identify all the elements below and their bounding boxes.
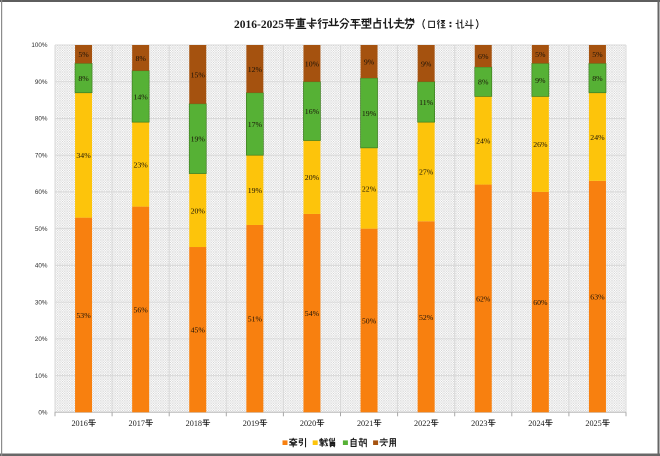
svg-text:12%: 12%: [248, 65, 263, 74]
svg-text:50%: 50%: [362, 316, 377, 325]
svg-text:9%: 9%: [535, 76, 546, 85]
svg-text:2021: 2021: [357, 419, 373, 428]
svg-text:10%: 10%: [305, 59, 320, 68]
svg-text:15%: 15%: [191, 70, 206, 79]
svg-text:2025: 2025: [585, 419, 601, 428]
svg-text:52%: 52%: [419, 313, 434, 322]
svg-text:2022: 2022: [414, 419, 430, 428]
svg-text:20%: 20%: [305, 173, 320, 182]
svg-text:22%: 22%: [362, 184, 377, 193]
svg-text:2017: 2017: [129, 419, 145, 428]
svg-text:11%: 11%: [419, 98, 434, 107]
svg-text:2019: 2019: [243, 419, 259, 428]
svg-text:0%: 0%: [38, 410, 48, 417]
svg-text:45%: 45%: [191, 326, 206, 335]
svg-text:9%: 9%: [364, 58, 375, 67]
svg-text:17%: 17%: [248, 120, 263, 129]
svg-text:19%: 19%: [191, 135, 206, 144]
svg-text:62%: 62%: [476, 294, 491, 303]
svg-text:34%: 34%: [76, 151, 91, 160]
svg-text:5%: 5%: [78, 50, 89, 59]
svg-text:54%: 54%: [305, 309, 320, 318]
svg-text:20%: 20%: [191, 206, 206, 215]
svg-text:14%: 14%: [134, 92, 149, 101]
svg-text:63%: 63%: [590, 293, 605, 302]
svg-text:2016: 2016: [71, 419, 87, 428]
svg-text:8%: 8%: [478, 78, 489, 87]
svg-text:19%: 19%: [362, 109, 377, 118]
svg-text:24%: 24%: [590, 133, 605, 142]
svg-text:50%: 50%: [35, 226, 48, 233]
svg-text:24%: 24%: [476, 137, 491, 146]
svg-text:26%: 26%: [533, 140, 548, 149]
svg-text:40%: 40%: [35, 263, 48, 270]
svg-text:60%: 60%: [533, 298, 548, 307]
svg-text:70%: 70%: [35, 152, 48, 159]
svg-text:53%: 53%: [76, 311, 91, 320]
svg-text:2018: 2018: [186, 419, 202, 428]
svg-text:2023: 2023: [471, 419, 487, 428]
svg-text:8%: 8%: [135, 54, 146, 63]
svg-text:56%: 56%: [134, 305, 149, 314]
svg-text:30%: 30%: [35, 299, 48, 306]
svg-text:8%: 8%: [78, 74, 89, 83]
svg-text:27%: 27%: [419, 168, 434, 177]
svg-text:2016-2025: 2016-2025: [234, 19, 284, 31]
svg-text:6%: 6%: [478, 52, 489, 61]
svg-text:8%: 8%: [592, 74, 603, 83]
svg-text:5%: 5%: [535, 50, 546, 59]
svg-text:51%: 51%: [248, 315, 263, 324]
svg-text:90%: 90%: [35, 79, 48, 86]
svg-text:16%: 16%: [305, 107, 320, 116]
svg-text:20%: 20%: [35, 336, 48, 343]
svg-text:80%: 80%: [35, 116, 48, 123]
svg-text:2024: 2024: [528, 419, 544, 428]
svg-text:10%: 10%: [35, 373, 48, 380]
svg-text:19%: 19%: [248, 186, 263, 195]
svg-text:5%: 5%: [592, 50, 603, 59]
svg-text:60%: 60%: [35, 189, 48, 196]
svg-text:23%: 23%: [134, 160, 149, 169]
svg-text:2020: 2020: [300, 419, 316, 428]
svg-text:100%: 100%: [31, 42, 48, 49]
svg-text:9%: 9%: [421, 59, 432, 68]
